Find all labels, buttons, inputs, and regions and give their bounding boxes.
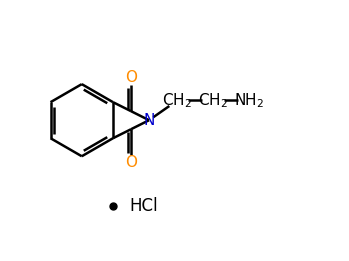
Text: O: O [125, 155, 137, 170]
Text: O: O [125, 70, 137, 85]
Text: NH$_2$: NH$_2$ [234, 91, 265, 110]
Text: CH$_2$: CH$_2$ [162, 91, 192, 110]
Text: CH$_2$: CH$_2$ [198, 91, 228, 110]
Text: N: N [143, 113, 155, 128]
Text: HCl: HCl [130, 197, 158, 215]
